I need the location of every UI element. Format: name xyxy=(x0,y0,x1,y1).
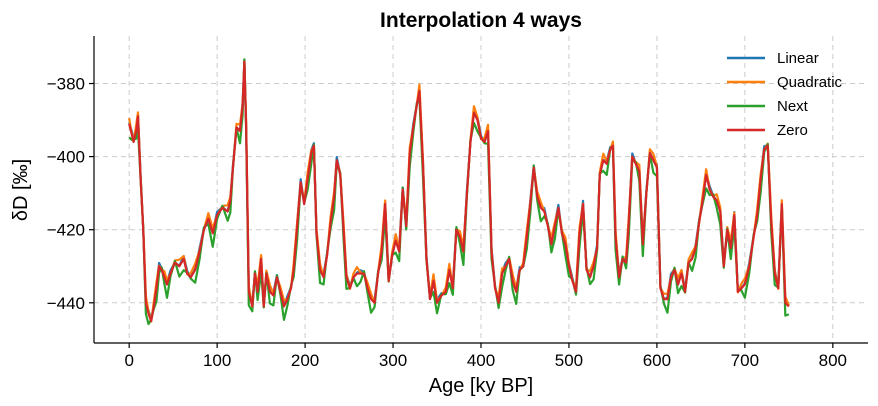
x-axis-label: Age [ky BP] xyxy=(429,375,534,397)
x-tick-label: 800 xyxy=(819,351,847,370)
x-tick-label: 300 xyxy=(379,351,407,370)
legend: Linear Quadratic Next Zero xyxy=(727,50,843,139)
x-tick-label: 200 xyxy=(291,351,319,370)
x-tick-label: 0 xyxy=(124,351,133,370)
x-tick-label: 700 xyxy=(731,351,759,370)
legend-entry-zero: Zero xyxy=(727,122,808,139)
y-tick-label: −420 xyxy=(47,221,85,240)
x-tick-label: 500 xyxy=(555,351,583,370)
legend-label-quadratic: Quadratic xyxy=(777,74,843,91)
x-tick-label: 400 xyxy=(467,351,495,370)
series-line-quadratic xyxy=(128,60,790,323)
y-tick-label: −380 xyxy=(47,75,85,94)
series-line-linear xyxy=(128,58,790,320)
series-line-next xyxy=(128,58,790,326)
x-tick-label: 100 xyxy=(203,351,231,370)
legend-entry-quadratic: Quadratic xyxy=(727,74,843,91)
x-ticks: 0 100 200 300 400 500 600 700 800 xyxy=(124,343,847,370)
legend-label-linear: Linear xyxy=(777,50,819,67)
legend-label-next: Next xyxy=(777,98,809,115)
y-ticks: −380 −400 −420 −440 xyxy=(47,75,94,313)
legend-label-zero: Zero xyxy=(777,122,808,139)
series-line-zero xyxy=(128,60,790,323)
x-tick-label: 600 xyxy=(643,351,671,370)
series-lines xyxy=(128,58,790,326)
y-tick-label: −440 xyxy=(47,294,85,313)
legend-entry-next: Next xyxy=(727,98,809,115)
y-tick-label: −400 xyxy=(47,148,85,167)
y-axis-label: δD [‰] xyxy=(10,159,32,221)
chart-title: Interpolation 4 ways xyxy=(380,9,582,32)
legend-entry-linear: Linear xyxy=(727,50,819,67)
